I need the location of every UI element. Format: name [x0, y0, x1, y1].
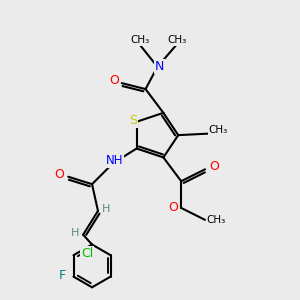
Text: O: O [54, 168, 64, 181]
Text: N: N [155, 60, 164, 73]
Text: H: H [102, 204, 110, 214]
Text: NH: NH [106, 154, 123, 167]
Text: CH₃: CH₃ [130, 35, 149, 45]
Text: O: O [110, 74, 119, 87]
Text: S: S [129, 114, 137, 127]
Text: CH₃: CH₃ [167, 35, 186, 45]
Text: CH₃: CH₃ [209, 125, 228, 135]
Text: F: F [59, 268, 66, 282]
Text: O: O [168, 202, 178, 214]
Text: CH₃: CH₃ [207, 215, 226, 225]
Text: O: O [209, 160, 219, 173]
Text: H: H [70, 228, 79, 238]
Text: Cl: Cl [81, 247, 93, 260]
